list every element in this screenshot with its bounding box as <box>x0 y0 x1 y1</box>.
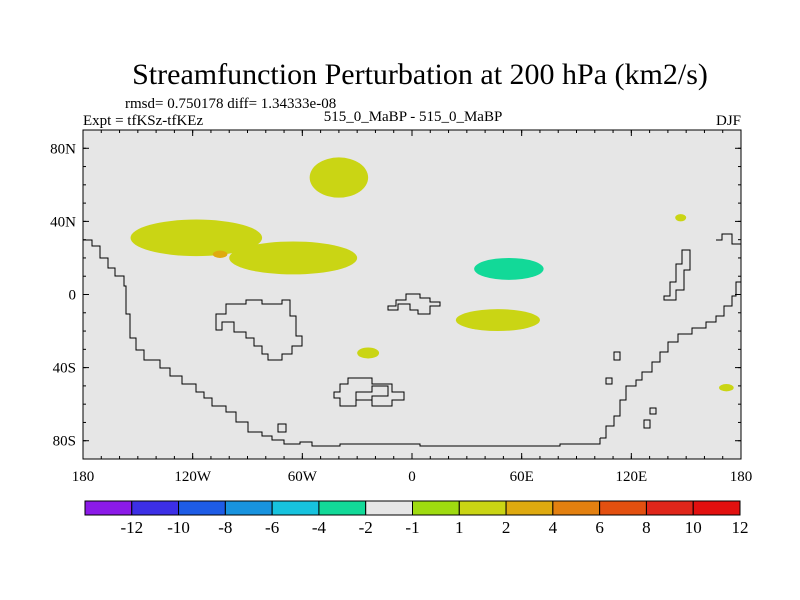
anomaly-dateline-negative-mid <box>713 236 732 255</box>
anomaly-americas-positive-band <box>229 241 358 275</box>
stats-line: rmsd= 0.750178 diff= 1.34333e-08 <box>125 96 336 112</box>
experiment-label: Expt = tfKSz-tfKEz <box>83 113 203 129</box>
colorbar-label: -2 <box>359 518 373 537</box>
coastlines <box>83 233 741 447</box>
colorbar: -12 -10 -8 -6 -4 -2 -1 1 2 4 6 8 10 12 <box>84 500 749 537</box>
colorbar-swatch <box>692 500 741 516</box>
colorbar-swatch <box>131 500 180 516</box>
colorbar-swatch <box>645 500 694 516</box>
x-tick-label: 120W <box>174 469 212 485</box>
anomaly-field <box>130 157 734 392</box>
case-label: 515_0_MaBP - 515_0_MaBP <box>324 109 503 125</box>
x-tick-label: 0 <box>408 469 416 485</box>
anomaly-indian-ocean-positive <box>455 309 540 332</box>
coastline-south-atlantic <box>333 377 405 407</box>
x-tick-label: 180 <box>72 469 95 485</box>
anomaly-arctic-atlantic-positive <box>309 157 369 198</box>
anomaly-dateline-negative-north <box>719 212 731 224</box>
coastline-africa <box>387 293 441 315</box>
colorbar-swatch <box>224 500 273 516</box>
colorbar-label: 6 <box>595 518 604 537</box>
colorbar-swatch <box>271 500 320 516</box>
y-tick-label: 80N <box>50 141 76 157</box>
anomaly-asia-negative-inner <box>474 257 544 280</box>
coastline-americas <box>83 239 601 447</box>
x-axis: 180 120W 60W 0 60E 120E 180 <box>72 130 753 485</box>
coastline-east <box>600 281 741 439</box>
colorbar-swatch <box>318 500 367 516</box>
colorbar-label: -4 <box>312 518 327 537</box>
colorbar-label: -10 <box>167 518 190 537</box>
coastline-south-america <box>215 299 303 361</box>
coastline-asia-peninsula <box>663 249 691 301</box>
x-tick-label: 60E <box>510 469 534 485</box>
chart-title: Streamfunction Perturbation at 200 hPa (… <box>132 58 708 91</box>
anomaly-south-atlantic-positive <box>357 347 380 359</box>
y-tick-label: 0 <box>69 288 77 304</box>
colorbar-label: -6 <box>265 518 279 537</box>
map-plot <box>82 129 742 460</box>
y-tick-label: 40S <box>53 361 76 377</box>
colorbar-label: 8 <box>642 518 651 537</box>
colorbar-label: -1 <box>405 518 419 537</box>
anomaly-north-atlantic-negative <box>395 212 429 231</box>
x-tick-label: 120E <box>615 469 647 485</box>
x-tick-label: 180 <box>730 469 753 485</box>
colorbar-swatch <box>365 500 414 516</box>
y-tick-label: 80S <box>53 434 76 450</box>
anomaly-pacific-local-max <box>212 250 228 258</box>
colorbar-swatch <box>178 500 226 516</box>
colorbar-label: -8 <box>218 518 232 537</box>
colorbar-label: 1 <box>455 518 464 537</box>
y-tick-label: 40N <box>50 214 76 230</box>
colorbar-label: -12 <box>120 518 143 537</box>
colorbar-label: 12 <box>732 518 749 537</box>
coastline-pacific-island <box>277 423 287 433</box>
y-axis: 80N 40N 0 40S 80S <box>50 141 741 450</box>
coastline-islands-west <box>605 351 657 429</box>
coastline-pacific-north <box>716 233 741 245</box>
colorbar-swatch <box>505 500 554 516</box>
colorbar-label: 4 <box>549 518 558 537</box>
anomaly-southern-ocean-negative <box>364 384 387 392</box>
anomaly-pacific-negative-small <box>675 214 687 222</box>
colorbar-swatch <box>412 500 460 516</box>
anomaly-asia-negative-east <box>567 236 619 266</box>
season-label: DJF <box>716 113 741 129</box>
colorbar-swatch <box>458 500 507 516</box>
colorbar-swatch <box>552 500 601 516</box>
coastline-south-atlantic-inner <box>355 385 389 401</box>
colorbar-label: 10 <box>685 518 702 537</box>
anomaly-pacific-positive-band <box>130 219 263 257</box>
anomaly-south-pacific-positive <box>719 384 734 392</box>
colorbar-swatch <box>599 500 647 516</box>
colorbar-label: 2 <box>502 518 511 537</box>
anomaly-south-america-negative <box>227 336 239 348</box>
colorbar-swatch <box>84 500 133 516</box>
x-tick-label: 60W <box>288 469 318 485</box>
